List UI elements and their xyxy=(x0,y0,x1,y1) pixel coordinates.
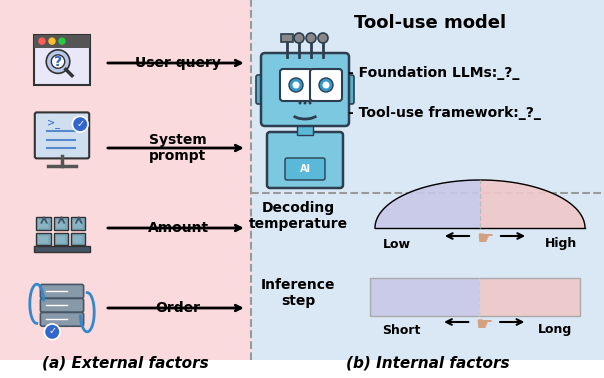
FancyBboxPatch shape xyxy=(256,75,275,104)
Circle shape xyxy=(47,50,69,73)
Text: Tool-use model: Tool-use model xyxy=(354,14,506,32)
FancyBboxPatch shape xyxy=(335,75,354,104)
Text: ✓: ✓ xyxy=(76,119,85,129)
FancyBboxPatch shape xyxy=(310,69,342,101)
Text: >_: >_ xyxy=(47,119,60,129)
Bar xyxy=(34,246,90,252)
FancyBboxPatch shape xyxy=(285,158,325,180)
Bar xyxy=(251,0,604,360)
Circle shape xyxy=(72,116,88,132)
Text: ?: ? xyxy=(54,54,62,68)
Text: (a) External factors: (a) External factors xyxy=(42,355,209,370)
Polygon shape xyxy=(375,180,480,228)
Text: - Tool-use framework:_?_: - Tool-use framework:_?_ xyxy=(348,106,541,120)
Circle shape xyxy=(319,78,333,92)
Circle shape xyxy=(44,324,60,340)
FancyBboxPatch shape xyxy=(35,112,89,158)
Bar xyxy=(56,220,65,228)
Circle shape xyxy=(309,102,312,104)
Circle shape xyxy=(51,55,65,68)
FancyBboxPatch shape xyxy=(297,123,313,135)
FancyBboxPatch shape xyxy=(36,233,51,245)
Bar xyxy=(0,0,251,360)
Text: High: High xyxy=(545,237,577,251)
Circle shape xyxy=(39,38,45,44)
Circle shape xyxy=(298,102,301,104)
FancyBboxPatch shape xyxy=(40,284,83,298)
FancyBboxPatch shape xyxy=(40,313,83,326)
Text: ☛: ☛ xyxy=(475,314,493,333)
FancyBboxPatch shape xyxy=(281,34,293,42)
Text: Amount: Amount xyxy=(147,221,208,235)
Text: System
prompt: System prompt xyxy=(149,133,207,163)
Text: Order: Order xyxy=(155,301,201,315)
Text: AI: AI xyxy=(300,164,310,174)
FancyBboxPatch shape xyxy=(261,53,349,126)
Circle shape xyxy=(318,33,328,43)
Text: Short: Short xyxy=(382,324,420,336)
Circle shape xyxy=(294,33,304,43)
Text: ✓: ✓ xyxy=(48,326,56,336)
Bar xyxy=(39,236,48,243)
Circle shape xyxy=(323,82,330,88)
Bar xyxy=(73,220,83,228)
Bar xyxy=(39,220,48,228)
FancyBboxPatch shape xyxy=(280,69,312,101)
Text: User query: User query xyxy=(135,56,221,70)
Circle shape xyxy=(59,38,65,44)
Bar xyxy=(370,278,479,316)
Bar xyxy=(479,278,580,316)
FancyBboxPatch shape xyxy=(40,299,83,312)
Text: Long: Long xyxy=(538,324,572,336)
FancyBboxPatch shape xyxy=(71,233,86,245)
Text: ☛: ☛ xyxy=(476,228,493,248)
Circle shape xyxy=(303,102,306,104)
Circle shape xyxy=(289,78,303,92)
FancyBboxPatch shape xyxy=(36,217,51,230)
FancyBboxPatch shape xyxy=(71,217,86,230)
Circle shape xyxy=(49,38,55,44)
Bar xyxy=(34,35,90,48)
Text: (b) Internal factors: (b) Internal factors xyxy=(345,355,509,370)
FancyBboxPatch shape xyxy=(34,35,90,85)
FancyBboxPatch shape xyxy=(54,233,68,245)
Text: Decoding
temperature: Decoding temperature xyxy=(248,201,347,231)
Text: Low: Low xyxy=(383,237,411,251)
FancyBboxPatch shape xyxy=(267,132,343,188)
Text: Inference
step: Inference step xyxy=(261,278,335,308)
Circle shape xyxy=(292,82,300,88)
Text: - Foundation LLMs:_?_: - Foundation LLMs:_?_ xyxy=(348,66,519,80)
Polygon shape xyxy=(480,180,585,228)
Bar xyxy=(73,236,83,243)
Bar xyxy=(370,278,580,316)
Circle shape xyxy=(306,33,316,43)
Bar xyxy=(56,236,65,243)
FancyBboxPatch shape xyxy=(54,217,68,230)
